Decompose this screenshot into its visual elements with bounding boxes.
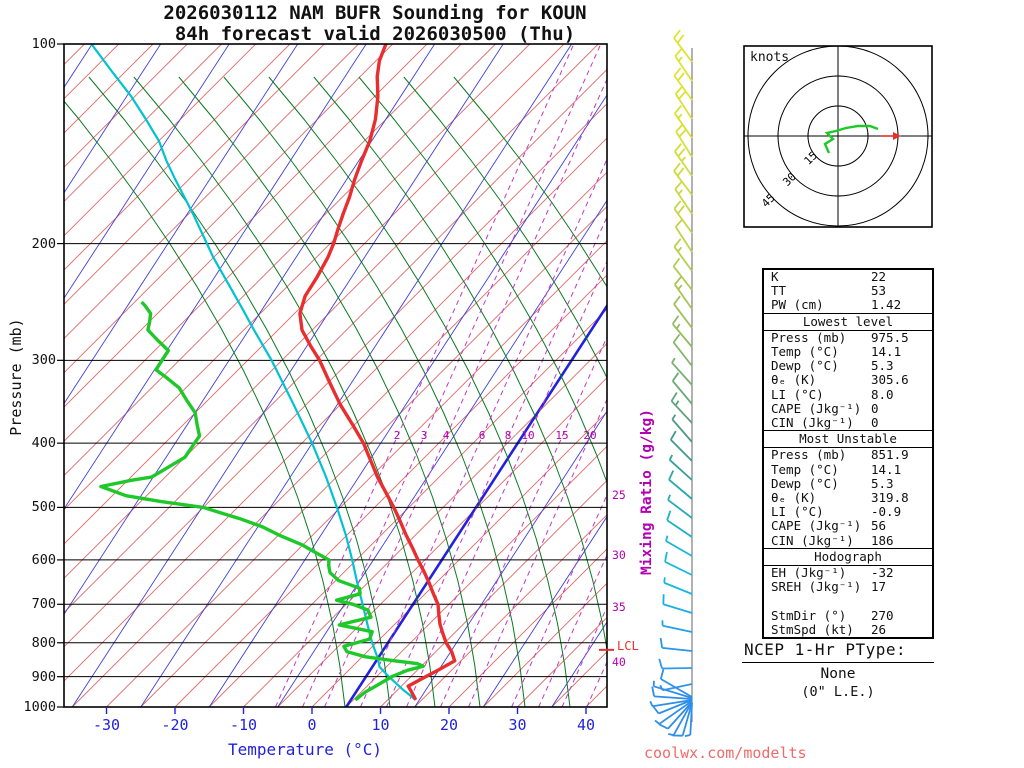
stats-section: Most Unstable Press (mb) 851.9 Temp (°C) 14.… bbox=[764, 430, 932, 548]
stats-row: Temp (°C) 14.1 bbox=[771, 461, 902, 477]
mixing-ratio-label: 6 bbox=[478, 429, 486, 442]
stats-row: Dewp (°C) 5.3 bbox=[771, 358, 894, 374]
pressure-tick-label: 200 bbox=[31, 235, 56, 252]
pressure-tick-label: 1000 bbox=[23, 699, 56, 715]
stats-row: CAPE (Jkg⁻¹) 0 bbox=[771, 400, 879, 416]
pressure-tick-label: 600 bbox=[31, 551, 56, 568]
indices-panel: K 22 TT 53 PW (cm) 1.42 Lowest level Press (mb)… bbox=[762, 268, 934, 640]
pressure-tick-label: 800 bbox=[31, 634, 56, 651]
mixing-ratio-axis-label: Mixing Ratio (g/kg) bbox=[639, 409, 655, 575]
hodograph-units-label: knots bbox=[750, 50, 790, 65]
stats-row: LI (°C) 8.0 bbox=[771, 386, 894, 402]
chart-title-line1: 2026030112 NAM BUFR Sounding for KOUN bbox=[163, 2, 587, 24]
stats-row bbox=[764, 594, 932, 608]
temp-tick-label: 0 bbox=[307, 716, 317, 734]
stats-row: EH (Jkg⁻¹) -32 bbox=[771, 565, 894, 581]
temp-tick-label: 10 bbox=[371, 716, 390, 734]
mixing-ratio-label: 40 bbox=[612, 655, 626, 669]
stats-section: Lowest level Press (mb) 975.5 Temp (°C) 14.1… bbox=[764, 312, 932, 431]
stats-row: Dewp (°C) 5.3 bbox=[771, 475, 894, 491]
sounding-curves bbox=[90, 44, 457, 702]
mixing-ratio-label: 3 bbox=[420, 429, 428, 442]
pressure-tick-label: 100 bbox=[31, 36, 56, 52]
hodograph-ring-label: 45 bbox=[759, 191, 778, 210]
ptype-liquid-equivalent: (0" L.E.) bbox=[801, 684, 875, 700]
stats-row: θₑ (K) 319.8 bbox=[771, 490, 909, 506]
stats-section: K 22 TT 53 PW (cm) 1.42 bbox=[764, 269, 932, 313]
stats-row: θₑ (K) 305.6 bbox=[771, 372, 909, 388]
ptype-panel: NCEP 1-Hr PType: None (0" L.E.) bbox=[742, 640, 934, 700]
temp-tick-label: 40 bbox=[576, 716, 596, 734]
stats-row: CIN (Jkg⁻¹) 186 bbox=[771, 532, 894, 548]
parcel-trace bbox=[90, 44, 417, 701]
temp-tick-label: -20 bbox=[161, 716, 189, 734]
mixing-ratio-label: 20 bbox=[583, 429, 597, 442]
pressure-axis-label: Pressure (mb) bbox=[7, 318, 25, 436]
stats-row: K 22 bbox=[771, 269, 887, 284]
stats-row: CIN (Jkg⁻¹) 0 bbox=[771, 415, 879, 431]
chart-title-line2: 84h forecast valid 2026030500 (Thu) bbox=[174, 23, 576, 45]
wind-barb-column bbox=[649, 29, 693, 737]
temperature-axis-label: Temperature (°C) bbox=[227, 740, 383, 759]
stats-row: Press (mb) 975.5 bbox=[771, 329, 909, 345]
stats-section-title: Lowest level bbox=[764, 312, 932, 331]
pressure-tick-label: 900 bbox=[31, 668, 56, 685]
pressure-tick-label: 300 bbox=[31, 352, 56, 369]
skewt-grid bbox=[64, 44, 607, 707]
site-credit: coolwx.com/modelts bbox=[644, 744, 807, 762]
temperature-curve bbox=[298, 44, 457, 701]
pressure-tick-label: 700 bbox=[31, 596, 56, 613]
ptype-title: NCEP 1-Hr PType: bbox=[742, 640, 934, 663]
stats-row: StmSpd (kt) 26 bbox=[771, 621, 887, 637]
temp-tick-label: -30 bbox=[92, 716, 121, 734]
stats-row: SREH (Jkg⁻¹) 17 bbox=[771, 579, 887, 595]
pressure-tick-label: 500 bbox=[31, 499, 56, 516]
stats-row: LI (°C) -0.9 bbox=[771, 504, 902, 520]
hodograph-ring-label: 15 bbox=[801, 149, 820, 168]
stats-row: StmDir (°) 270 bbox=[771, 607, 894, 623]
hodograph-ring-label: 30 bbox=[780, 170, 799, 189]
ptype-value: None bbox=[820, 666, 856, 682]
lcl-label: LCL bbox=[617, 639, 639, 653]
stats-section-title: Hodograph bbox=[764, 547, 932, 567]
temp-tick-label: 30 bbox=[508, 716, 527, 734]
temp-tick-label: -10 bbox=[229, 716, 258, 734]
mixing-ratio-label: 2 bbox=[393, 429, 401, 442]
pressure-tick-label: 400 bbox=[31, 435, 56, 452]
mixing-ratio-label: 8 bbox=[504, 429, 512, 442]
mixing-ratio-label: 25 bbox=[612, 488, 626, 502]
stats-row: CAPE (Jkg⁻¹) 56 bbox=[771, 518, 887, 534]
dewpoint-curve bbox=[99, 300, 425, 702]
mixing-ratio-label: 15 bbox=[555, 429, 569, 442]
stats-row: Press (mb) 851.9 bbox=[771, 447, 909, 463]
mixing-ratio-label: 10 bbox=[521, 429, 535, 442]
mixing-ratio-label: 4 bbox=[442, 429, 450, 442]
stats-section: Hodograph EH (Jkg⁻¹) -32 SREH (Jkg⁻¹) 17 StmD… bbox=[764, 547, 932, 637]
stats-row: Temp (°C) 14.1 bbox=[771, 344, 902, 360]
temp-tick-label: 20 bbox=[439, 716, 459, 734]
stats-section-title: Most Unstable bbox=[764, 430, 932, 449]
mixing-ratio-label: 30 bbox=[612, 548, 626, 562]
stats-row: TT 53 bbox=[771, 283, 887, 299]
stats-row: PW (cm) 1.42 bbox=[771, 297, 902, 313]
mixing-ratio-label: 35 bbox=[612, 600, 626, 614]
hodograph-trace bbox=[823, 124, 879, 154]
